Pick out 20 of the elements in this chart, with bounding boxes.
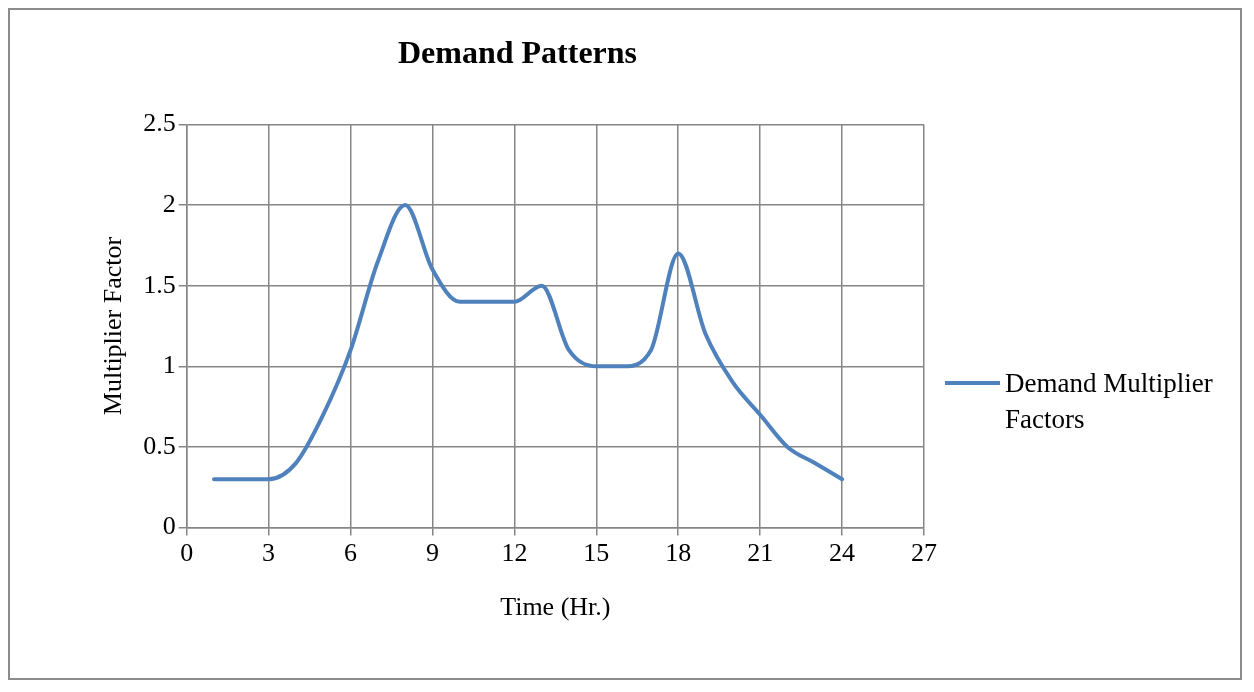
chart-title: Demand Patterns (397, 34, 638, 71)
legend-label: Demand Multiplier Factors (1005, 367, 1214, 436)
x-tick-label: 21 (747, 538, 774, 568)
x-tick-label: 15 (583, 538, 610, 568)
y-tick-label: 0.5 (143, 430, 176, 460)
y-tick-label: 1.5 (143, 269, 176, 299)
y-tick-label: 0 (162, 511, 176, 541)
x-tick-label: 3 (262, 538, 276, 568)
y-axis-title: Multiplier Factor (98, 236, 128, 416)
y-tick-label: 2 (162, 188, 176, 218)
y-tick-label: 1 (162, 350, 176, 380)
x-tick-label: 27 (911, 538, 937, 568)
line-series (212, 203, 845, 482)
x-tick-label: 18 (665, 538, 692, 568)
x-tick-label: 24 (829, 538, 856, 568)
y-tick-label: 2.5 (143, 108, 176, 138)
x-tick-label: 12 (501, 538, 528, 568)
x-tick-label: 6 (344, 538, 358, 568)
x-tick-label: 9 (425, 538, 439, 568)
x-axis-title: Time (Hr.) (500, 592, 611, 622)
